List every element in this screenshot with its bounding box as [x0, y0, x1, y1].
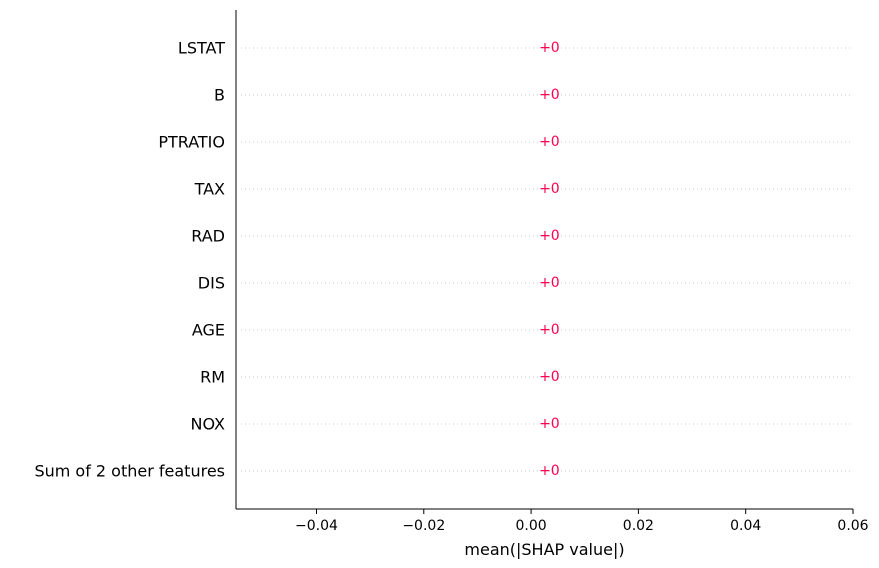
value-labels: +0 +0 +0 +0 +0 +0 +0 +0 +0 +0 — [539, 40, 560, 479]
feature-label: RM — [200, 368, 225, 387]
value-label: +0 — [539, 134, 560, 150]
value-label: +0 — [539, 275, 560, 291]
x-ticks: −0.04 −0.02 0.00 0.02 0.04 0.06 — [295, 509, 869, 534]
feature-label: NOX — [191, 415, 226, 434]
feature-label: RAD — [191, 227, 225, 246]
x-tick-label: −0.02 — [402, 518, 445, 534]
value-label: +0 — [539, 87, 560, 103]
feature-label: DIS — [198, 274, 225, 293]
feature-label: B — [214, 86, 225, 105]
feature-label: PTRATIO — [158, 133, 225, 152]
x-axis-title: mean(|SHAP value|) — [464, 540, 624, 559]
feature-label: AGE — [192, 321, 225, 340]
grid-lines — [241, 47, 853, 472]
value-label: +0 — [539, 463, 560, 479]
feature-label: TAX — [194, 180, 225, 199]
value-label: +0 — [539, 40, 560, 56]
feature-label: Sum of 2 other features — [34, 462, 225, 481]
x-tick-label: 0.04 — [730, 518, 761, 534]
x-tick-label: 0.00 — [516, 518, 547, 534]
value-label: +0 — [539, 369, 560, 385]
x-tick-label: 0.06 — [837, 518, 868, 534]
value-label: +0 — [539, 322, 560, 338]
value-label: +0 — [539, 181, 560, 197]
feature-label: LSTAT — [178, 39, 225, 58]
value-label: +0 — [539, 228, 560, 244]
value-label: +0 — [539, 416, 560, 432]
y-tick-labels: LSTAT B PTRATIO TAX RAD DIS AGE RM NOX Sum of 2 o… — [34, 39, 225, 481]
x-tick-label: −0.04 — [295, 518, 338, 534]
x-tick-label: 0.02 — [623, 518, 654, 534]
